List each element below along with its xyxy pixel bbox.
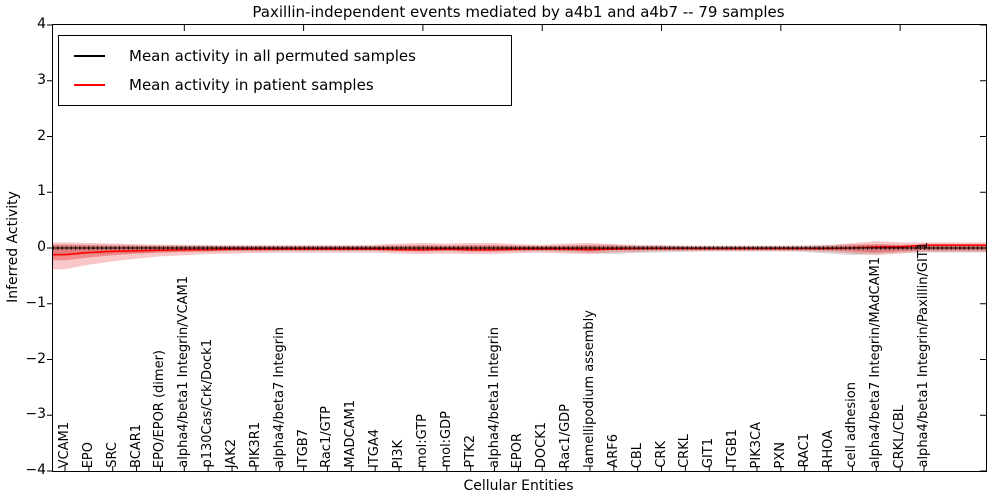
plot-area: VCAM1 EPO SRC BCAR1 EPO/EPOR (dimer) alpha4/b… <box>47 24 987 472</box>
x-tick-label: mol:GDP <box>438 411 454 468</box>
x-tick-label: EPO <box>80 441 96 468</box>
y-tick-label: −1 <box>25 294 46 311</box>
x-tick-label: MADCAM1 <box>343 400 359 468</box>
x-tick-label: RHOA <box>820 430 836 468</box>
y-tick-label: 4 <box>37 16 46 32</box>
y-tick-label: −2 <box>25 350 46 367</box>
x-tick-label: BCAR1 <box>128 424 144 468</box>
x-tick-label: lamellipodium assembly <box>581 310 597 468</box>
x-tick-label: PXN <box>772 441 788 468</box>
y-tick-label: 1 <box>37 183 46 200</box>
band-patient-samples-range-outer <box>53 241 986 270</box>
y-tick-label: −3 <box>25 406 46 423</box>
y-tick-label: 2 <box>37 127 46 144</box>
x-tick-label: GIT1 <box>701 437 717 468</box>
x-tick-label: JAK2 <box>224 438 240 468</box>
x-tick-label: ITGB7 <box>295 428 311 468</box>
y-tick-label: 0 <box>37 239 46 255</box>
legend-row-patient: Mean activity in patient samples <box>59 70 511 99</box>
legend-label-permuted: Mean activity in all permuted samples <box>129 46 416 65</box>
x-tick-label: PIK3CA <box>748 421 764 468</box>
x-tick-label: alpha4/beta1 Integrin/VCAM1 <box>176 276 192 468</box>
x-tick-label: ARF6 <box>605 434 621 468</box>
x-tick-label: CRKL <box>677 434 693 468</box>
x-tick-label: PIK3R1 <box>247 422 263 468</box>
x-tick-label: Rac1/GDP <box>558 403 574 468</box>
y-tick-label: −4 <box>25 462 46 478</box>
x-tick-label: DOCK1 <box>534 421 550 468</box>
x-tick-label: PTK2 <box>462 435 478 468</box>
legend-label-patient: Mean activity in patient samples <box>129 75 374 94</box>
x-tick-label: ITGA4 <box>367 428 383 468</box>
x-tick-label: alpha4/beta7 Integrin/MAdCAM1 <box>868 257 884 468</box>
x-tick-label: alpha4/beta1 Integrin <box>486 326 502 468</box>
x-tick-label: PI3K <box>391 439 407 468</box>
x-axis-label: Cellular Entities <box>463 478 574 494</box>
x-tick-label: VCAM1 <box>57 421 72 468</box>
legend-row-permuted: Mean activity in all permuted samples <box>59 41 511 70</box>
x-tick-label: CRK <box>653 441 669 468</box>
x-tick-label: mol:GTP <box>414 414 430 468</box>
x-tick-label: ITGB1 <box>725 428 741 468</box>
x-tick-label: EPO/EPOR (dimer) <box>152 349 168 468</box>
x-tick-label: SRC <box>104 442 120 468</box>
chart-title: Paxillin-independent events mediated by … <box>252 3 785 21</box>
x-tick-label: Rac1/GTP <box>319 406 335 468</box>
patient-line-swatch <box>74 83 105 86</box>
chart-canvas <box>47 24 986 472</box>
x-tick-label: CRKL/CBL <box>892 404 908 469</box>
x-tick-label: RAC1 <box>796 433 812 468</box>
x-tick-label: p130Cas/Crk/Dock1 <box>200 339 216 468</box>
x-tick-label: alpha4/beta7 Integrin <box>271 326 287 468</box>
x-tick-label: alpha4/beta1 Integrin/Paxillin/GIT1 <box>916 242 931 468</box>
y-tick-label: 3 <box>37 71 46 88</box>
permuted-line-swatch <box>74 54 105 57</box>
x-tick-label: cell adhesion <box>844 382 860 468</box>
legend: Mean activity in all permuted samples Me… <box>58 35 512 106</box>
x-tick-label: EPOR <box>510 432 526 468</box>
x-tick-label: CBL <box>629 442 645 468</box>
